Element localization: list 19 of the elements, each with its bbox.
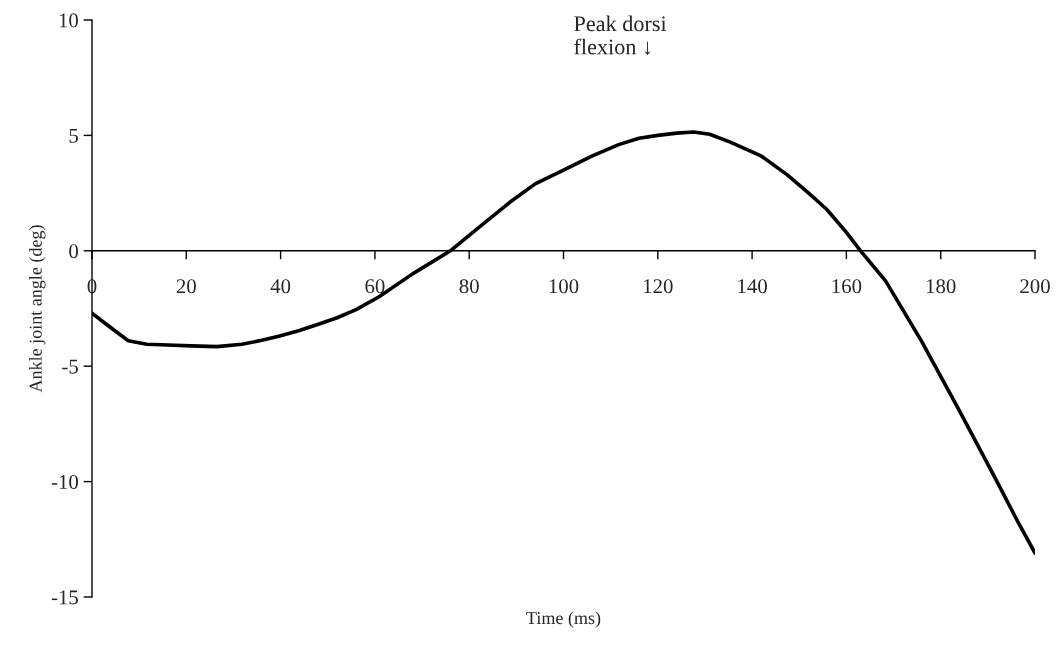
x-tick-label: 120	[644, 279, 673, 294]
x-tick-label: 160	[832, 279, 862, 294]
annotation: Peak dorsi flexion ↓	[574, 15, 667, 55]
y-tick-label: 5	[69, 128, 78, 143]
y-tick-label: -10	[51, 474, 79, 490]
x-tick-label: 40	[270, 279, 291, 294]
x-tick-label: 80	[459, 279, 479, 294]
y-tick-label: -15	[51, 590, 78, 605]
x-tick-label: 20	[176, 279, 196, 294]
x-axis-title: Time (ms)	[526, 611, 601, 628]
y-tick-label: 10	[59, 13, 79, 28]
y-tick-label: 0	[69, 244, 79, 259]
y-tick-label: -5	[62, 359, 78, 374]
x-tick-label: 60	[365, 279, 385, 294]
y-axis-title: Ankle joint angle (deg)	[29, 225, 46, 393]
x-tick-label: 180	[926, 279, 956, 294]
x-tick-label: 100	[549, 279, 579, 294]
x-tick-label: 140	[738, 279, 767, 294]
x-tick-label: 200	[1020, 279, 1050, 294]
